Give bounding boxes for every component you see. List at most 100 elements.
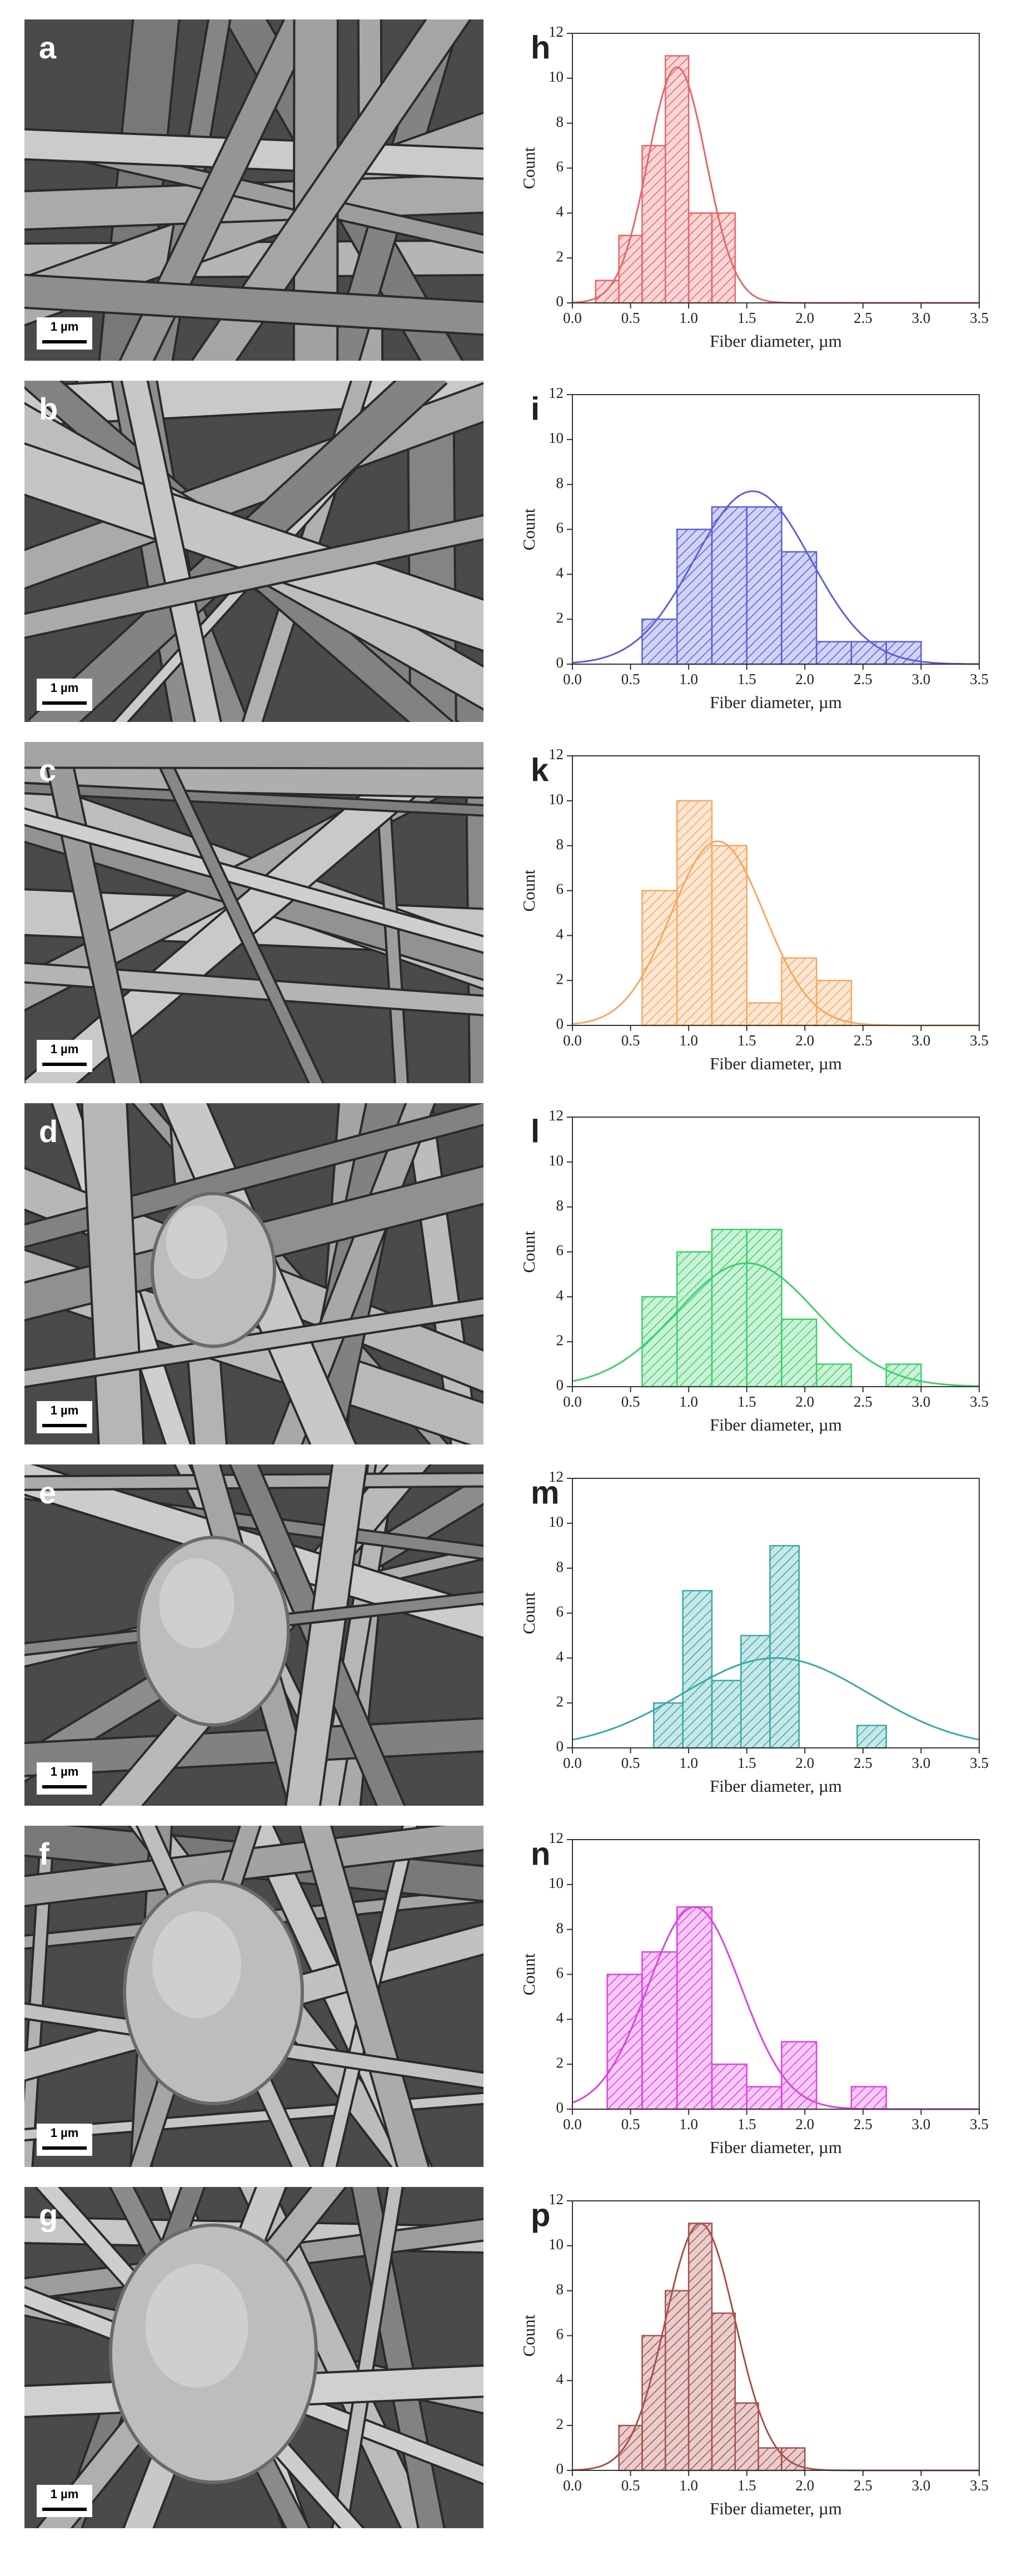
bar xyxy=(781,957,817,1027)
sem-image xyxy=(24,1826,483,2167)
y-tick-label: 4 xyxy=(556,203,564,220)
x-axis-label: Fiber diameter, µm xyxy=(710,1415,842,1434)
x-tick-label: 1.0 xyxy=(679,1755,698,1771)
y-tick-label: 4 xyxy=(556,2010,564,2026)
bar xyxy=(746,506,782,665)
bar xyxy=(676,800,713,1027)
y-axis-label: Count xyxy=(519,2314,539,2356)
x-tick-label: 3.0 xyxy=(912,2116,931,2132)
y-tick-label: 0 xyxy=(556,2460,564,2477)
x-tick-label: 2.0 xyxy=(795,310,814,326)
bar xyxy=(711,845,747,1027)
bar xyxy=(641,618,678,665)
x-tick-label: 0.5 xyxy=(621,1032,640,1049)
chart-letter: p xyxy=(531,2197,550,2233)
x-tick-label: 2.0 xyxy=(795,1032,814,1049)
x-tick-label: 3.5 xyxy=(970,1032,989,1049)
x-tick-label: 2.5 xyxy=(854,2116,873,2132)
fit-curve xyxy=(572,1657,980,1741)
x-tick-label: 0.5 xyxy=(621,671,640,687)
bar xyxy=(641,1951,678,2110)
scale-label: 1 µm xyxy=(51,2487,79,2501)
x-tick-label: 0.5 xyxy=(621,1755,640,1771)
sem-image xyxy=(24,1103,483,1444)
x-tick-label: 0.0 xyxy=(563,671,582,687)
chart-letter: l xyxy=(531,1113,540,1149)
bar xyxy=(711,212,736,304)
x-tick-label: 3.5 xyxy=(970,310,989,326)
x-tick-label: 3.0 xyxy=(912,310,931,326)
y-tick-label: 6 xyxy=(556,1965,564,1981)
y-axis-label: Count xyxy=(519,508,539,550)
bar xyxy=(885,1363,922,1388)
y-tick-label: 2 xyxy=(556,609,564,626)
sem-image xyxy=(24,742,483,1083)
y-tick-label: 4 xyxy=(556,2371,564,2388)
fiber xyxy=(24,516,483,637)
fiber xyxy=(122,381,220,722)
y-tick-label: 2 xyxy=(556,248,564,265)
bead-highlight xyxy=(152,1911,241,2018)
y-tick-label: 0 xyxy=(556,1015,564,1032)
bar xyxy=(746,1002,782,1027)
bar xyxy=(676,1251,713,1388)
x-axis-label: Fiber diameter, µm xyxy=(710,331,842,351)
y-tick-label: 2 xyxy=(556,1693,564,1710)
y-tick-label: 12 xyxy=(549,1830,564,1846)
x-tick-label: 1.5 xyxy=(737,1393,756,1410)
y-tick-label: 8 xyxy=(556,2281,564,2298)
x-tick-label: 0.0 xyxy=(563,310,582,326)
chart-letter: i xyxy=(531,391,540,427)
y-tick-label: 8 xyxy=(556,836,564,853)
y-axis-label: Count xyxy=(519,869,539,911)
x-tick-label: 1.5 xyxy=(737,671,756,687)
fiber xyxy=(148,742,322,1083)
x-tick-label: 1.0 xyxy=(679,2477,698,2494)
x-tick-label: 3.0 xyxy=(912,1755,931,1771)
scale-label: 1 µm xyxy=(51,1765,79,1778)
y-axis-label: Count xyxy=(519,1953,539,1995)
bar xyxy=(665,55,690,304)
bar xyxy=(687,212,713,304)
x-tick-label: 0.5 xyxy=(621,310,640,326)
x-tick-label: 3.0 xyxy=(912,2477,931,2494)
scale-label: 1 µm xyxy=(51,1403,79,1417)
y-tick-label: 12 xyxy=(549,2191,564,2208)
scale-box xyxy=(37,317,92,350)
bar xyxy=(618,2424,643,2472)
x-tick-label: 3.5 xyxy=(970,1755,989,1771)
bar xyxy=(850,641,887,665)
x-tick-label: 2.0 xyxy=(795,1755,814,1771)
x-tick-label: 2.5 xyxy=(854,1755,873,1771)
y-tick-label: 6 xyxy=(556,158,564,175)
bar xyxy=(746,2086,782,2110)
sem-image xyxy=(24,1464,483,1806)
bar xyxy=(815,1363,853,1388)
y-axis-label: Count xyxy=(519,147,539,189)
y-tick-label: 0 xyxy=(556,654,564,671)
y-tick-label: 6 xyxy=(556,1242,564,1259)
chart-letter: h xyxy=(531,29,550,66)
y-axis-label: Count xyxy=(519,1592,539,1634)
bar xyxy=(815,641,853,665)
x-tick-label: 0.0 xyxy=(563,2477,582,2494)
fiber xyxy=(24,751,483,797)
y-tick-label: 4 xyxy=(556,1287,564,1304)
x-tick-label: 1.0 xyxy=(679,1393,698,1410)
y-tick-label: 10 xyxy=(549,1875,564,1891)
scale-box xyxy=(37,679,92,711)
bar xyxy=(781,1318,817,1388)
bar xyxy=(711,2063,747,2110)
y-tick-label: 10 xyxy=(549,791,564,808)
y-tick-label: 10 xyxy=(549,68,564,85)
x-tick-label: 0.5 xyxy=(621,2477,640,2494)
x-tick-label: 0.0 xyxy=(563,1755,582,1771)
y-tick-label: 8 xyxy=(556,1558,564,1575)
fiber xyxy=(42,742,140,1083)
x-tick-label: 2.0 xyxy=(795,2116,814,2132)
y-tick-label: 12 xyxy=(549,746,564,763)
y-axis-label: Count xyxy=(519,1230,539,1273)
x-axis-label: Fiber diameter, µm xyxy=(710,1054,842,1073)
bar xyxy=(746,1228,782,1388)
fiber xyxy=(24,175,483,229)
